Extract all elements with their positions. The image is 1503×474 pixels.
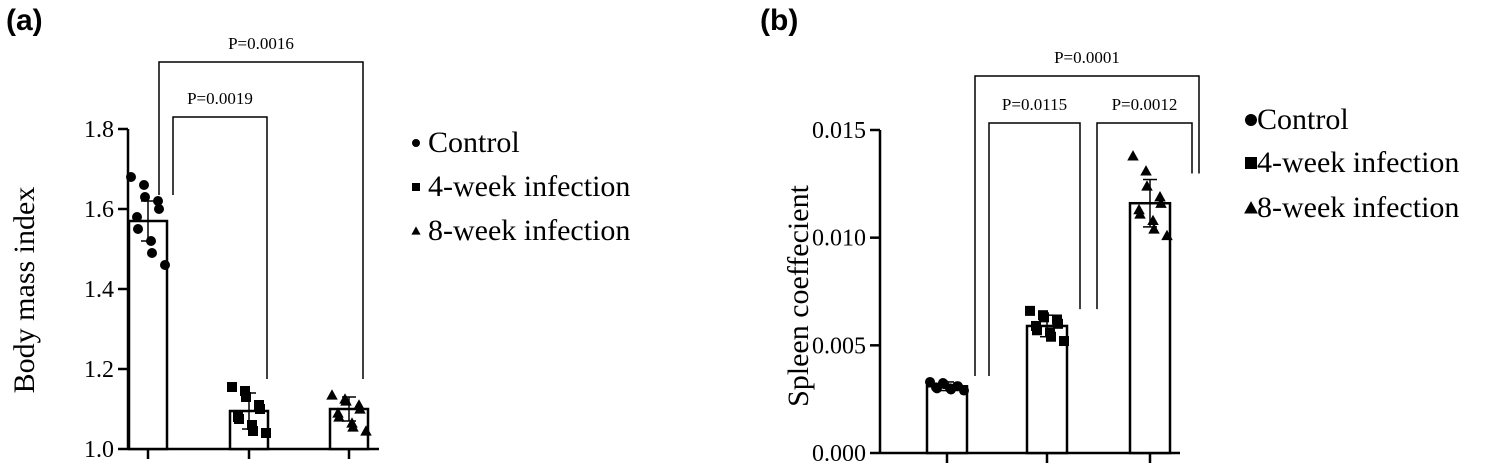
- significance-bracket: [988, 122, 1081, 376]
- data-point: [1046, 331, 1056, 342]
- y-tick-label: 0.010: [812, 226, 866, 252]
- legend-label: 8-week infection: [428, 214, 630, 247]
- p-value-label: P=0.0115: [1002, 95, 1067, 114]
- data-point: [154, 204, 164, 214]
- data-point: [126, 172, 136, 182]
- data-point: [140, 192, 150, 202]
- data-point: [146, 236, 156, 246]
- data-point: [248, 426, 258, 436]
- data-point: [932, 383, 942, 394]
- data-point: [340, 395, 352, 406]
- data-point: [1161, 229, 1173, 241]
- panel-b-ylabel: Spleen coeffecient: [782, 184, 815, 407]
- data-point: [1127, 150, 1139, 161]
- data-point: [1154, 191, 1166, 202]
- data-point: [261, 428, 271, 438]
- data-point: [354, 403, 366, 414]
- significance-bracket: [1096, 122, 1193, 310]
- data-point: [132, 212, 142, 222]
- data-point: [360, 425, 372, 436]
- bar: [1128, 201, 1172, 455]
- data-point: [255, 404, 265, 414]
- legend-marker: [1245, 114, 1257, 126]
- panel-a-letter: (a): [6, 4, 43, 37]
- data-point: [240, 386, 250, 396]
- y-tick-label: 0.005: [812, 333, 866, 359]
- y-tick-label: 1.2: [84, 357, 114, 383]
- data-point: [1155, 197, 1167, 208]
- data-point: [1053, 318, 1063, 329]
- data-point: [1148, 223, 1160, 234]
- panel-b-letter: (b): [760, 4, 798, 37]
- data-point: [333, 411, 345, 422]
- legend-marker: [411, 226, 421, 235]
- data-point: [959, 385, 969, 396]
- y-tick-label: 1.8: [84, 117, 114, 143]
- significance-bracket: [158, 61, 364, 379]
- data-point: [147, 248, 157, 258]
- panel-b-plot: 0.000 0.005 0.010 0.015 P=0.0115 P=0.0012 P=0.…: [812, 48, 1459, 467]
- y-tick-label: 1.6: [84, 197, 114, 223]
- legend-label: 8-week infection: [1257, 191, 1459, 224]
- legend-marker: [412, 183, 420, 191]
- data-point: [133, 224, 143, 234]
- y-tick-label: 0.000: [812, 441, 866, 467]
- legend-label: Control: [1257, 103, 1349, 136]
- panel-a-plot: 1.0 1.2 1.4 1.6 1.8 P=0.0019 P=0.0016 Control 4-…: [84, 34, 630, 463]
- data-point: [1025, 305, 1035, 316]
- data-point: [1032, 325, 1042, 336]
- y-tick-label: 0.015: [812, 118, 866, 144]
- bar: [1025, 324, 1069, 455]
- data-point: [160, 260, 170, 270]
- data-point: [227, 382, 237, 392]
- data-point: [1039, 312, 1049, 323]
- data-point: [1140, 165, 1152, 176]
- legend-label: Control: [428, 126, 520, 159]
- y-tick-label: 1.4: [84, 277, 114, 303]
- y-tick-label: 1.0: [84, 437, 114, 463]
- data-point: [139, 180, 149, 190]
- p-value-label: P=0.0016: [228, 34, 294, 53]
- data-point: [1134, 208, 1146, 219]
- data-point: [234, 414, 244, 424]
- data-point: [1147, 214, 1159, 226]
- p-value-label: P=0.0012: [1112, 95, 1178, 114]
- legend-label: 4-week infection: [1257, 146, 1459, 179]
- significance-bracket: [172, 116, 268, 379]
- panel-a-ylabel: Body mass index: [8, 187, 41, 394]
- data-point: [1059, 336, 1069, 347]
- data-point: [247, 420, 257, 430]
- significance-bracket: [974, 75, 1200, 376]
- data-point: [946, 384, 956, 395]
- data-point: [153, 196, 163, 206]
- bar: [925, 384, 969, 455]
- legend-label: 4-week infection: [428, 170, 630, 203]
- data-point: [347, 421, 359, 432]
- p-value-label: P=0.0019: [187, 89, 253, 108]
- legend-marker: [1245, 157, 1257, 169]
- data-point: [326, 389, 338, 400]
- legend-marker: [412, 139, 420, 147]
- data-point: [1141, 180, 1153, 191]
- p-value-label: P=0.0001: [1054, 48, 1120, 67]
- data-point: [241, 392, 251, 402]
- legend-marker: [1244, 201, 1258, 214]
